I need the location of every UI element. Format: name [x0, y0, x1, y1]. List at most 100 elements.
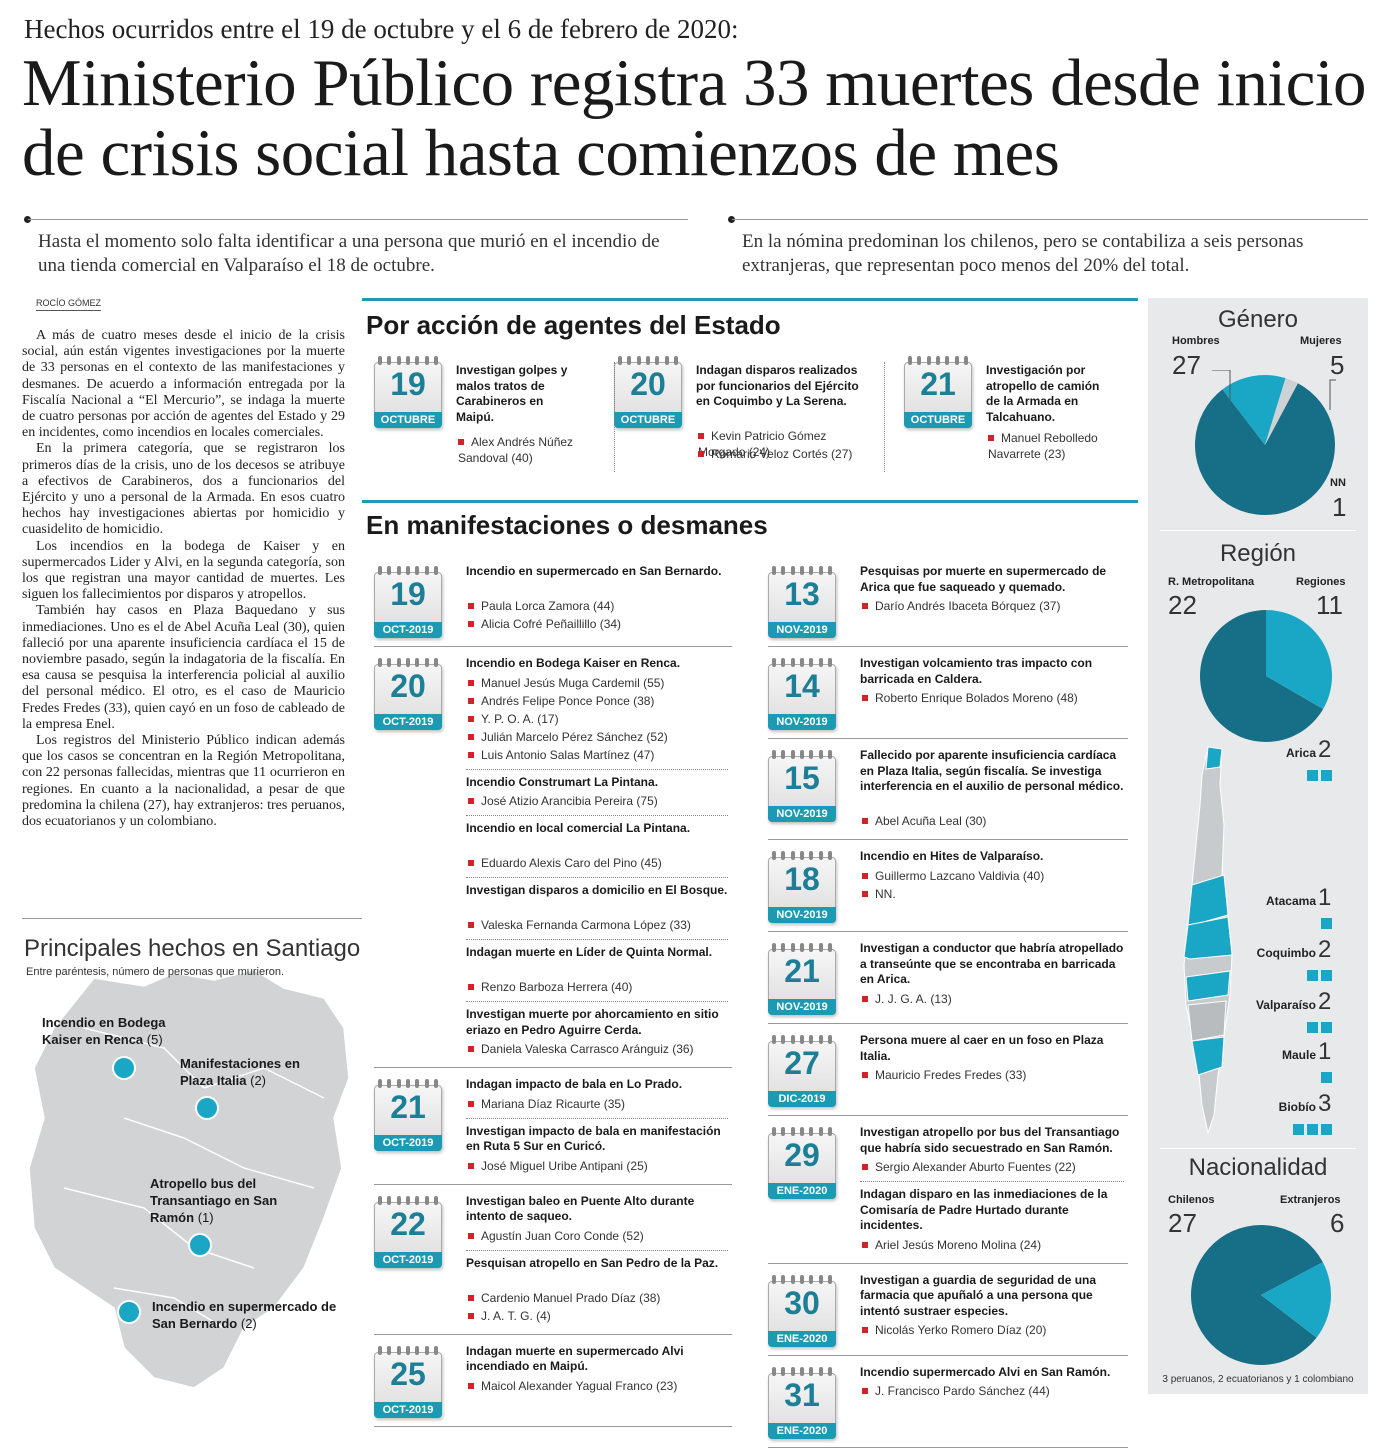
sidebar-divider — [1160, 1148, 1356, 1149]
region-value-regions: 11 — [1316, 590, 1343, 620]
event-title: Persona muere al caer en un foso en Plaz… — [860, 1033, 1104, 1063]
calendar-ring — [799, 1127, 804, 1136]
calendar-ring — [818, 1366, 823, 1376]
calendar-ring — [405, 356, 410, 365]
calendar-rings — [772, 566, 832, 575]
calendar-ring — [818, 750, 823, 759]
event-title: Incendio en Hites de Valparaíso. — [860, 849, 1044, 863]
calendar-ring — [415, 1345, 420, 1355]
group-separator — [768, 839, 1128, 840]
group-separator — [374, 1183, 732, 1185]
victim-name: Cardenio Manuel Prado Díaz (38) — [468, 1290, 730, 1306]
bullet-icon — [862, 890, 868, 897]
item-separator — [860, 1181, 1124, 1182]
victim-name-text: Manuel Jesús Muga Cardemil (55) — [481, 675, 665, 690]
event-title: Investigan volcamiento tras impacto con … — [860, 656, 1093, 686]
calendar-ring — [664, 356, 669, 365]
group-separator — [768, 646, 1128, 647]
calendar-ring — [781, 1035, 786, 1044]
calendar-rings — [772, 851, 832, 860]
victim-name-text: Y. P. O. A. (17) — [481, 711, 559, 726]
calendar-ring — [809, 658, 814, 667]
victim-name: Y. P. O. A. (17) — [468, 711, 730, 727]
calendar-ring — [433, 566, 438, 575]
victim-name-text: Agustín Juan Coro Conde (52) — [481, 1228, 644, 1243]
deck-left-rule — [28, 219, 688, 220]
gender-label-men: Hombres — [1172, 335, 1220, 347]
body-paragraph: También hay casos en Plaza Baquedano y s… — [22, 603, 345, 732]
bullet-icon — [862, 695, 868, 701]
calendar-ring — [790, 658, 795, 667]
bullet-icon — [468, 679, 474, 686]
event-title: Indagan disparos realizados por funciona… — [696, 363, 859, 408]
victim-name-text: Alex Andrés Núñez Sandoval (40) — [458, 435, 574, 465]
victim-name: Mauricio Fredes Fredes (33) — [862, 1067, 1126, 1083]
calendar-ring — [415, 1079, 420, 1088]
victim-name-text: Romario Veloz Cortés (27) — [711, 447, 853, 461]
calendar-ring — [809, 566, 814, 575]
calendar-ring — [827, 1274, 832, 1284]
calendar-day: 13 — [784, 576, 820, 612]
bullet-icon — [468, 1100, 474, 1107]
region-count-boxes — [1304, 768, 1332, 786]
calendar-ring — [433, 1079, 438, 1088]
calendar-ring — [827, 566, 832, 575]
calendar-rings — [772, 750, 832, 759]
victim-name: Paula Lorca Zamora (44) — [468, 598, 730, 614]
region-name: Maule — [1281, 1048, 1316, 1062]
victim-name-text: Renzo Barboza Herrera (40) — [481, 980, 633, 994]
victim-name: J. A. T. G. (4) — [468, 1308, 730, 1324]
group-separator — [374, 646, 732, 647]
calendar-ring — [827, 851, 832, 860]
riots-section-title: En manifestaciones o desmanes — [366, 510, 768, 540]
nationality-slice-foreign — [1261, 1262, 1331, 1338]
calendar-day: 15 — [784, 760, 820, 796]
calendar-ring — [799, 750, 804, 759]
victim-name: Daniela Valeska Carrasco Aránguiz (36) — [468, 1041, 730, 1057]
calendar-ring — [424, 658, 429, 667]
bullet-icon — [468, 860, 474, 866]
calendar-ring — [963, 356, 968, 365]
nationality-pie — [1191, 1225, 1331, 1365]
victim-name: Ariel Jesús Moreno Molina (24) — [862, 1237, 1126, 1253]
victim-name-text: NN. — [875, 886, 896, 901]
calendar-day: 14 — [784, 668, 820, 704]
calendar-month: OCT-2019 — [374, 714, 442, 730]
event-title: Incendio en local comercial La Pintana. — [466, 821, 691, 835]
item-separator — [466, 815, 728, 816]
calendar-ring — [781, 658, 786, 667]
calendar-day: 30 — [784, 1284, 820, 1321]
bullet-icon — [862, 872, 868, 879]
region-pie — [1200, 610, 1332, 742]
calendar-rings — [378, 356, 438, 365]
calendar-ring — [827, 750, 832, 759]
victim-name-text: Ariel Jesús Moreno Molina (24) — [875, 1237, 1042, 1252]
group-separator — [768, 738, 1128, 739]
calendar-ring — [387, 658, 392, 667]
victim-name-text: Kevin Patricio Gómez Morgado (24) — [698, 429, 827, 459]
calendar-ring — [917, 356, 922, 365]
calendar-day: 19 — [390, 366, 426, 402]
calendar-ring — [645, 356, 650, 365]
item-separator — [466, 768, 728, 770]
victim-name-text: Andrés Felipe Ponce Ponce (38) — [481, 693, 655, 708]
calendar-rings — [772, 1274, 832, 1284]
calendar-icon: 22 OCT-2019 — [374, 1195, 442, 1268]
region-name: Atacama — [1265, 894, 1316, 908]
item-separator — [466, 1117, 728, 1119]
calendar-icon: 21 NOV-2019 — [768, 943, 836, 1015]
bullet-icon — [862, 995, 868, 1002]
region-count-boxes — [1290, 1122, 1332, 1140]
calendar-rings — [772, 943, 832, 952]
bullet-icon — [988, 435, 994, 441]
calendar-rings — [618, 356, 678, 365]
calendar-icon: 25 OCT-2019 — [374, 1345, 442, 1418]
calendar-ring — [415, 356, 420, 365]
gender-slice-men — [1195, 383, 1335, 515]
headline: Ministerio Público registra 33 muertes d… — [22, 46, 1367, 190]
bullet-icon — [468, 1294, 474, 1301]
state-section-rule — [362, 298, 1138, 301]
calendar-ring — [781, 1274, 786, 1284]
group-separator — [768, 1262, 1128, 1264]
victim-name-text: Valeska Fernanda Carmona López (33) — [481, 918, 691, 932]
